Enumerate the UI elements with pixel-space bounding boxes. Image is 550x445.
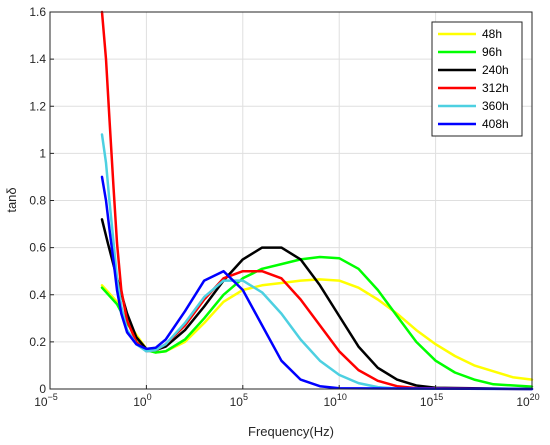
x-axis-label: Frequency(Hz): [248, 424, 334, 439]
legend-box: [431, 21, 523, 137]
x-tick-label: 10−5: [34, 392, 58, 409]
x-tick-label: 1020: [516, 392, 539, 409]
legend-label: 96h: [482, 45, 502, 59]
legend: 48h 96h 240h 312h 360h 408h: [431, 21, 523, 137]
y-tick-label: 1.2: [29, 99, 46, 113]
y-tick-label: 0.8: [29, 194, 46, 208]
legend-label: 360h: [482, 99, 509, 113]
series-line-312h: [100, 10, 534, 391]
x-axis-ticks: 10−5 100 105 1010 1015 1020: [34, 385, 540, 409]
legend-label: 408h: [482, 117, 509, 131]
x-tick-label: 1010: [324, 392, 347, 409]
series-line-408h: [100, 175, 534, 391]
legend-label: 48h: [482, 27, 502, 41]
y-tick-label: 1.6: [29, 5, 46, 19]
x-tick-label: 100: [133, 392, 151, 409]
x-tick-label: 1015: [420, 392, 443, 409]
y-axis-ticks: 0 0.2 0.4 0.6 0.8 1 1.2 1.4 1.6: [29, 5, 54, 396]
series-line-240h: [100, 218, 534, 391]
y-tick-label: 0.6: [29, 241, 46, 255]
y-tick-label: 0.4: [29, 288, 46, 302]
legend-label: 312h: [482, 81, 509, 95]
y-tick-label: 1: [39, 146, 46, 160]
y-axis-label: tanδ: [4, 187, 19, 212]
y-tick-label: 0: [39, 382, 46, 396]
series-line-360h: [100, 133, 534, 391]
x-tick-label: 105: [230, 392, 248, 409]
y-tick-label: 0.2: [29, 335, 46, 349]
legend-label: 240h: [482, 63, 509, 77]
series-lines: [100, 10, 534, 391]
y-tick-label: 1.4: [29, 52, 46, 66]
